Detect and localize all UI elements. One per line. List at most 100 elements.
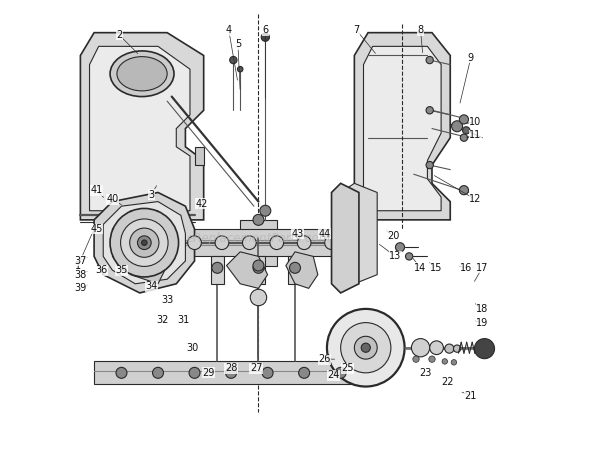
Text: 31: 31	[177, 315, 189, 325]
Circle shape	[426, 107, 433, 114]
Text: 40: 40	[106, 194, 119, 204]
Polygon shape	[94, 361, 363, 384]
Circle shape	[130, 228, 159, 257]
Text: 22: 22	[442, 377, 454, 387]
Circle shape	[290, 262, 300, 273]
Circle shape	[110, 208, 179, 277]
Text: 7: 7	[353, 25, 360, 35]
Text: 21: 21	[464, 391, 477, 401]
Polygon shape	[103, 202, 185, 284]
Polygon shape	[94, 192, 195, 293]
Polygon shape	[355, 33, 450, 220]
Text: 9: 9	[468, 53, 474, 63]
Circle shape	[335, 367, 346, 378]
Circle shape	[261, 33, 270, 41]
Circle shape	[460, 134, 468, 142]
Polygon shape	[211, 256, 224, 284]
Circle shape	[137, 236, 151, 250]
Text: 8: 8	[418, 25, 424, 35]
Polygon shape	[176, 229, 340, 256]
Polygon shape	[195, 147, 204, 165]
Polygon shape	[288, 256, 302, 284]
Text: 17: 17	[476, 263, 489, 273]
Text: 25: 25	[341, 363, 354, 373]
Circle shape	[411, 338, 430, 357]
Circle shape	[451, 121, 463, 132]
Text: 24: 24	[327, 370, 340, 380]
Text: 20: 20	[387, 231, 399, 241]
Polygon shape	[286, 252, 318, 289]
Text: 29: 29	[202, 368, 214, 378]
Circle shape	[429, 356, 435, 362]
Circle shape	[430, 341, 444, 354]
Text: 44: 44	[319, 229, 331, 239]
Circle shape	[327, 309, 405, 387]
Circle shape	[460, 185, 468, 195]
Text: 15: 15	[430, 263, 442, 273]
Text: 1: 1	[75, 261, 81, 271]
Ellipse shape	[110, 51, 174, 97]
Polygon shape	[90, 46, 190, 211]
Text: 32: 32	[156, 315, 169, 325]
Text: 4: 4	[226, 25, 232, 35]
Circle shape	[324, 236, 339, 250]
Circle shape	[395, 243, 405, 252]
Text: 34: 34	[145, 281, 158, 291]
Text: 12: 12	[469, 194, 481, 204]
Polygon shape	[332, 183, 359, 293]
Circle shape	[355, 336, 377, 359]
Circle shape	[253, 262, 264, 273]
Circle shape	[454, 345, 461, 352]
Text: 26: 26	[319, 354, 331, 364]
Circle shape	[340, 322, 391, 373]
Polygon shape	[112, 238, 167, 284]
Circle shape	[225, 367, 237, 378]
Text: 43: 43	[291, 229, 303, 239]
Text: 11: 11	[469, 131, 481, 141]
Circle shape	[260, 205, 271, 216]
Text: 33: 33	[161, 295, 173, 305]
Text: 3: 3	[148, 190, 154, 200]
Circle shape	[270, 236, 284, 250]
Circle shape	[426, 161, 433, 169]
Circle shape	[250, 289, 267, 305]
Circle shape	[253, 260, 264, 271]
Text: 42: 42	[195, 199, 208, 209]
Text: 27: 27	[250, 363, 263, 373]
Text: 30: 30	[186, 343, 198, 353]
Ellipse shape	[117, 57, 167, 91]
Polygon shape	[251, 256, 266, 284]
Circle shape	[262, 367, 273, 378]
Text: 45: 45	[90, 224, 103, 234]
Circle shape	[405, 253, 413, 260]
Circle shape	[445, 344, 454, 353]
Circle shape	[451, 360, 457, 365]
Text: 16: 16	[460, 263, 473, 273]
Text: 35: 35	[115, 265, 127, 275]
Circle shape	[215, 236, 229, 250]
Circle shape	[212, 262, 223, 273]
Text: 5: 5	[235, 39, 241, 49]
Circle shape	[230, 56, 237, 64]
Text: 19: 19	[476, 317, 489, 327]
Text: 14: 14	[414, 263, 427, 273]
Circle shape	[253, 214, 264, 225]
Text: 41: 41	[90, 185, 103, 195]
Circle shape	[188, 236, 201, 250]
Circle shape	[120, 219, 168, 267]
Text: 13: 13	[389, 251, 402, 262]
Text: 36: 36	[95, 265, 107, 275]
Circle shape	[442, 359, 447, 364]
Circle shape	[299, 367, 310, 378]
Circle shape	[460, 115, 468, 124]
Circle shape	[297, 236, 311, 250]
Polygon shape	[227, 252, 268, 289]
Circle shape	[142, 240, 147, 245]
Polygon shape	[240, 220, 277, 266]
Text: 28: 28	[225, 363, 237, 373]
Text: 38: 38	[74, 270, 87, 280]
Circle shape	[237, 66, 243, 72]
Text: 23: 23	[419, 368, 431, 378]
Circle shape	[474, 338, 494, 359]
Circle shape	[189, 367, 200, 378]
